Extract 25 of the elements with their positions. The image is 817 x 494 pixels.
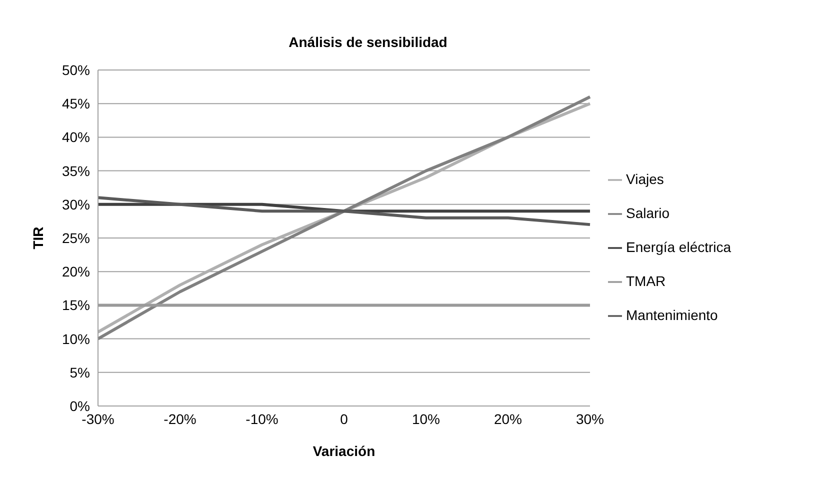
x-tick-label: 0 <box>340 410 348 427</box>
y-tick-label: 30% <box>62 196 90 212</box>
y-axis-title: TIR <box>30 226 46 250</box>
line-series <box>96 196 592 226</box>
y-tick-label: 45% <box>62 96 90 112</box>
y-tick-label: 40% <box>62 129 90 146</box>
x-tick-label: -10% <box>246 410 278 427</box>
legend-label: Mantenimiento <box>626 307 718 323</box>
x-tick-label: 20% <box>494 410 522 427</box>
y-tick-label: 35% <box>62 162 90 179</box>
legend-label: Energía eléctrica <box>626 239 732 255</box>
y-tick-label: 50% <box>62 62 90 78</box>
legend-label: TMAR <box>626 273 666 289</box>
legend-label: Salario <box>626 205 670 221</box>
legend-label: Viajes <box>626 171 664 187</box>
x-tick-label: 30% <box>576 410 604 427</box>
x-tick-label: 10% <box>412 410 440 427</box>
y-tick-label: 25% <box>62 230 90 246</box>
y-tick-label: 10% <box>62 330 90 347</box>
y-tick-label: 5% <box>70 364 90 380</box>
x-axis-title: Variación <box>312 443 376 459</box>
y-tick-label: 15% <box>62 297 90 314</box>
x-tick-label: -20% <box>164 410 196 427</box>
y-tick-label: 20% <box>62 264 90 280</box>
chart-title: Análisis de sensibilidad <box>288 34 448 50</box>
